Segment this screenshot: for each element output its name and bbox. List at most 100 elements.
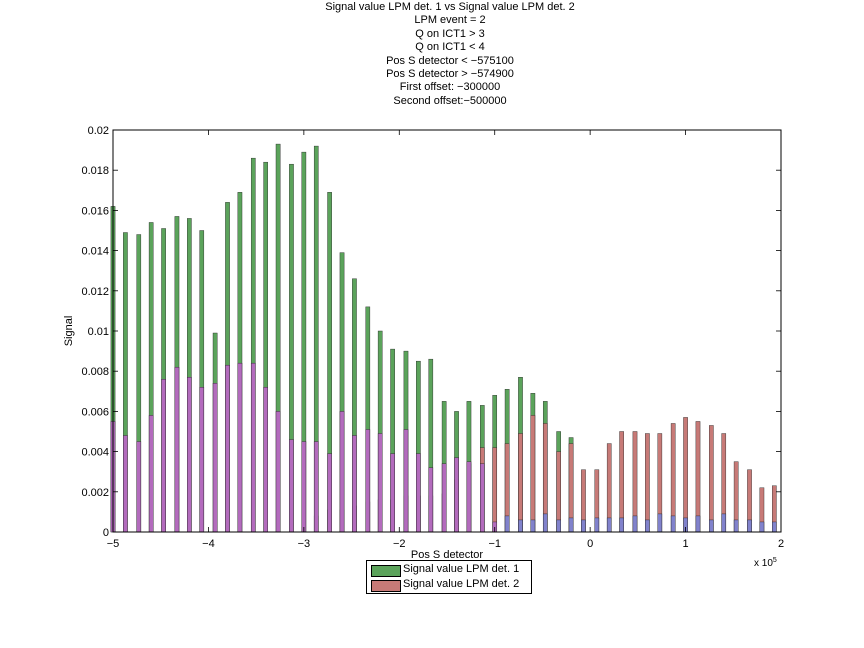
bar-series-2 xyxy=(619,431,624,533)
bar-overlap xyxy=(136,441,142,533)
bar-overlap xyxy=(275,411,281,533)
bar-overlap xyxy=(339,411,345,533)
bar-series-2 xyxy=(683,417,688,533)
axes-layer: −5 −4 −3 −2 −1 0 1 2 0 0.002 0.004 0.006 0.008 0.01 0.… xyxy=(81,125,784,550)
bar-overlap xyxy=(428,467,434,533)
x-tick-label: −4 xyxy=(202,538,215,550)
bar-overlap xyxy=(466,461,472,533)
bar-overlap xyxy=(313,441,319,533)
bar-series-2 xyxy=(670,423,676,533)
bar-overlap xyxy=(594,517,600,533)
bar-overlap xyxy=(518,519,523,533)
bar-overlap xyxy=(759,521,765,533)
bar-overlap xyxy=(225,364,230,533)
y-tick-label: 0.006 xyxy=(81,406,109,418)
x-tick-label: −1 xyxy=(488,538,501,550)
chart-title-block: Signal value LPM det. 1 vs Signal value … xyxy=(0,1,864,108)
bar-overlap xyxy=(390,453,395,533)
y-tick-label: 0.016 xyxy=(81,205,109,217)
chart-title-line: LPM event = 2 xyxy=(414,14,486,27)
chart-title-line: Q on ICT1 < 4 xyxy=(415,41,485,54)
bar-overlap xyxy=(327,453,332,533)
bar-overlap xyxy=(504,515,510,533)
y-tick-label: 0.01 xyxy=(88,326,109,338)
bar-overlap xyxy=(530,519,536,533)
y-tick-label: 0.018 xyxy=(81,165,109,177)
bar-overlap xyxy=(352,435,357,533)
bars-layer xyxy=(110,143,777,533)
bar-overlap xyxy=(237,362,243,533)
x-tick-label: −3 xyxy=(298,538,311,550)
bar-overlap xyxy=(403,429,409,533)
bar-overlap xyxy=(645,519,650,533)
bar-overlap xyxy=(289,439,294,533)
bar-overlap xyxy=(377,433,383,533)
y-tick-label: 0 xyxy=(103,527,109,539)
bar-overlap xyxy=(695,515,701,533)
chart-title-line: Second offset:−500000 xyxy=(393,94,507,107)
x-axis-label: Pos S detector xyxy=(411,549,483,561)
bar-overlap xyxy=(568,517,574,533)
bar-overlap xyxy=(670,515,676,533)
x-tick-label: −5 xyxy=(107,538,120,550)
bar-overlap xyxy=(212,383,218,533)
bar-overlap xyxy=(199,387,205,533)
bar-series-2 xyxy=(709,425,714,533)
bar-overlap xyxy=(441,463,447,533)
x-axis-exponent: x 105 xyxy=(754,557,777,569)
legend-swatch xyxy=(371,565,401,577)
chart-title-line: Q on ICT1 > 3 xyxy=(415,27,485,40)
bar-overlap xyxy=(454,457,459,533)
legend-item: Signal value LPM det. 2 xyxy=(367,578,531,593)
legend-item: Signal value LPM det. 1 xyxy=(367,563,531,578)
bar-overlap xyxy=(733,519,739,533)
bar-overlap xyxy=(123,435,128,533)
x-tick-label: 2 xyxy=(778,538,784,550)
bar-overlap xyxy=(542,513,548,533)
chart-legend: Signal value LPM det. 1 Signal value LPM… xyxy=(366,560,532,594)
chart-title-line: Pos S detector > −574900 xyxy=(386,68,514,81)
bar-overlap xyxy=(606,517,612,533)
bar-overlap xyxy=(556,519,561,533)
x-tick-label: 0 xyxy=(587,538,593,550)
chart-title-line: Pos S detector < −575100 xyxy=(386,54,514,67)
bar-overlap xyxy=(657,513,663,533)
bar-overlap xyxy=(721,513,727,533)
bar-overlap xyxy=(301,441,307,533)
bar-overlap xyxy=(174,366,180,533)
bar-overlap xyxy=(263,387,268,533)
chart-title-line: First offset: −300000 xyxy=(399,81,501,94)
x-tick-label: −2 xyxy=(393,538,406,550)
bar-overlap xyxy=(747,519,752,533)
bar-overlap xyxy=(632,515,638,533)
legend-label: Signal value LPM det. 2 xyxy=(403,578,520,590)
bar-series-2 xyxy=(530,415,536,533)
bar-overlap xyxy=(619,517,624,533)
bar-series-2 xyxy=(492,447,498,533)
y-tick-label: 0.014 xyxy=(81,246,109,258)
y-tick-label: 0.008 xyxy=(81,366,109,378)
bar-series-2 xyxy=(695,421,701,533)
legend-label: Signal value LPM det. 1 xyxy=(403,563,520,575)
y-tick-label: 0.012 xyxy=(81,286,109,298)
bar-overlap xyxy=(416,453,421,533)
bar-overlap xyxy=(161,379,166,533)
y-tick-label: 0.02 xyxy=(88,125,109,137)
y-tick-label: 0.004 xyxy=(81,447,109,459)
y-axis-label: Signal xyxy=(63,316,75,347)
chart-title-line: Signal value LPM det. 1 vs Signal value … xyxy=(325,1,575,13)
legend-swatch xyxy=(371,580,401,592)
y-tick-label: 0.002 xyxy=(81,487,109,499)
bar-overlap xyxy=(187,377,192,533)
bar-series-2 xyxy=(518,433,523,533)
bar-overlap xyxy=(148,415,154,533)
bar-overlap xyxy=(365,429,371,533)
bar-series-2 xyxy=(645,433,650,533)
bar-overlap xyxy=(581,519,586,533)
bar-overlap xyxy=(480,463,485,533)
bar-overlap xyxy=(250,362,256,533)
bar-overlap xyxy=(772,521,777,533)
x-tick-label: 1 xyxy=(683,538,689,550)
bar-overlap xyxy=(709,519,714,533)
